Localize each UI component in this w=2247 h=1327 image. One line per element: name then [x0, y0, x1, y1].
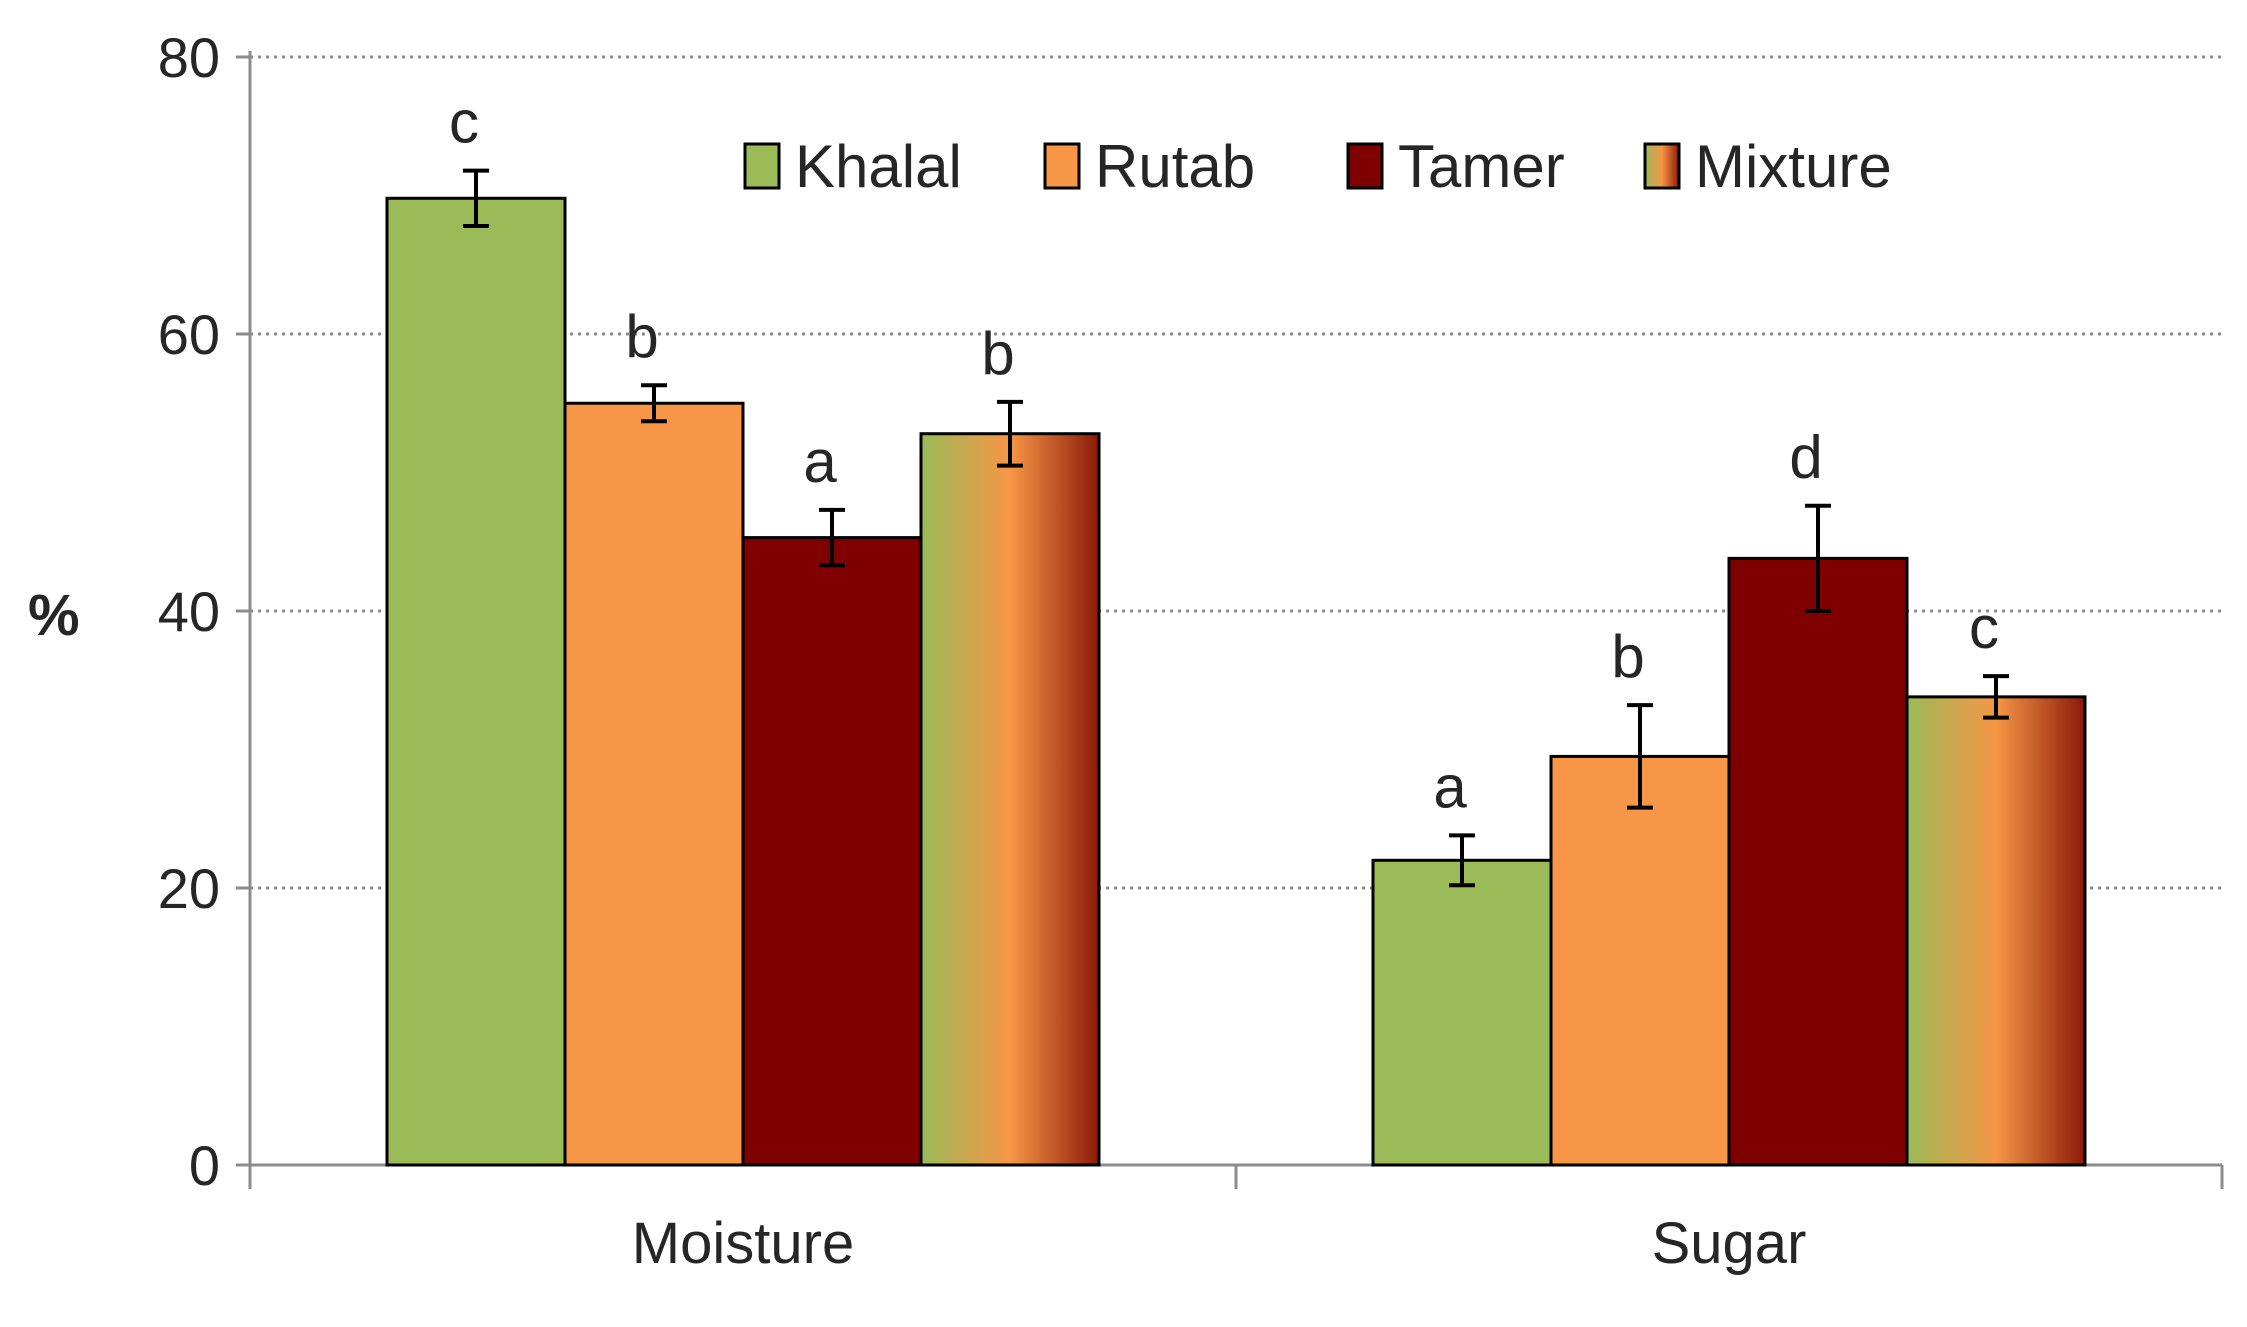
sig-letter-sugar-khalal: a — [1433, 753, 1467, 820]
category-label-moisture: Moisture — [632, 1211, 854, 1276]
sig-letter-moisture-mixture: b — [981, 320, 1014, 387]
legend-swatch-mixture — [1643, 142, 1681, 190]
sig-letter-moisture-tamer: a — [803, 428, 837, 495]
bar-sugar-rutab — [1549, 754, 1731, 1167]
legend-swatch-rutab — [1043, 142, 1081, 190]
bars — [385, 168, 2087, 1167]
y-tick-label-80: 80 — [158, 26, 220, 89]
labels: Moisture c b a b Sugar a b d c — [449, 89, 1999, 1276]
bar-sugar-khalal — [1371, 858, 1553, 1167]
bar-moisture-tamer — [741, 536, 923, 1167]
bar-sugar-tamer — [1727, 556, 1909, 1167]
y-tick-label-40: 40 — [158, 580, 220, 643]
legend-label-khalal: Khalal — [795, 133, 962, 200]
sig-letter-sugar-mixture: c — [1969, 594, 1999, 661]
category-label-sugar: Sugar — [1652, 1211, 1807, 1276]
legend: Khalal Rutab Tamer Mixture — [743, 133, 1892, 200]
sig-letter-sugar-tamer: d — [1789, 424, 1822, 491]
bar-moisture-khalal — [385, 196, 567, 1167]
y-tick-label-60: 60 — [158, 303, 220, 366]
legend-label-rutab: Rutab — [1095, 133, 1255, 200]
bar-moisture-mixture — [919, 432, 1101, 1167]
legend-label-tamer: Tamer — [1398, 133, 1565, 200]
sig-letter-moisture-khalal: c — [449, 89, 479, 156]
sig-letter-moisture-rutab: b — [625, 303, 658, 370]
legend-label-mixture: Mixture — [1695, 133, 1892, 200]
y-tick-label-20: 20 — [158, 857, 220, 920]
legend-swatch-tamer — [1346, 142, 1384, 190]
y-axis-label: % — [28, 583, 80, 648]
y-tick-label-0: 0 — [189, 1134, 220, 1197]
bar-moisture-rutab — [563, 401, 745, 1167]
bar-sugar-mixture — [1905, 695, 2087, 1167]
legend-swatch-khalal — [743, 142, 781, 190]
sig-letter-sugar-rutab: b — [1611, 623, 1644, 690]
